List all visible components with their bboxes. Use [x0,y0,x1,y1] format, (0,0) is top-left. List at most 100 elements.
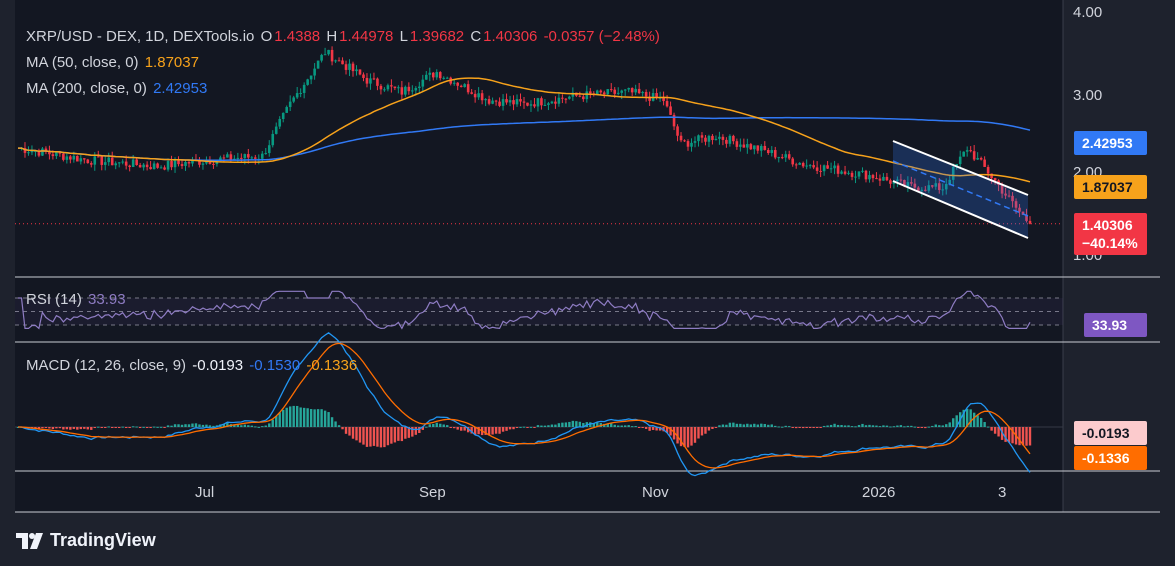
candle-body [990,173,993,179]
macd-histogram-bar [124,427,128,428]
candle-body [379,85,383,90]
candle-body [96,156,100,158]
macd-histogram-bar [526,427,529,428]
macd-histogram-bar [976,415,979,427]
macd-histogram-bar [864,425,868,427]
macd-histogram-bar [466,427,470,433]
candle-body [487,99,491,104]
candle-body [166,161,170,170]
macd-histogram-bar [330,417,334,427]
macd-histogram-bar [952,418,955,427]
candle-body [857,171,861,177]
candle-body [1025,214,1028,221]
candle-body [226,154,229,158]
macd-histogram-bar [205,424,208,427]
macd-histogram-bar [411,427,414,437]
macd-histogram-bar [906,425,910,427]
macd-histogram-bar [760,423,763,427]
candle-body [1011,195,1014,202]
candle-body [882,176,885,181]
candle-body [969,150,972,152]
candle-body [899,179,903,181]
macd-histogram-bar [477,427,480,435]
candle-body [878,178,882,181]
candle-body [836,165,840,174]
candle-body [557,97,561,104]
candle-body [721,136,725,140]
candle-body [229,154,233,161]
candle-body [358,69,362,75]
symbol-legend: XRP/USD - DEX, 1D, DEXTools.io O 1.4388 H… [26,28,662,45]
macd-histogram-bar [945,424,948,427]
rsi-legend: RSI (14) 33.93 [26,291,128,308]
candle-body [568,96,571,99]
macd-histogram-bar [69,427,72,430]
candle-body [561,97,564,99]
macd-histogram-bar [55,427,58,429]
macd-histogram-bar [222,423,226,427]
candle-body [822,165,826,172]
tradingview-logo[interactable]: TradingView [16,530,156,551]
candle-body [571,92,575,97]
rsi-label: RSI (14) [26,291,82,308]
candle-body [686,141,690,147]
candle-body [871,175,875,179]
y-tick-3: 3.00 [1073,87,1103,104]
candle-body [163,167,166,170]
macd-histogram-bar [676,427,679,444]
macd-histogram-bar [48,427,51,429]
macd-histogram-bar [320,409,323,427]
candle-body [170,161,173,168]
candle-body [250,157,254,159]
macd-histogram-bar [756,424,760,427]
candle-body [934,183,938,187]
x-tick-nov: Nov [642,484,669,501]
macd-histogram-bar [86,427,89,430]
macd-histogram-bar [404,427,407,439]
macd-histogram-bar [714,427,718,428]
macd-histogram-bar [191,423,194,427]
macd-histogram-bar [505,427,508,431]
macd-histogram-bar [561,422,564,427]
candle-body [55,151,58,157]
macd-histogram-bar [711,427,714,429]
candle-body [707,135,711,142]
macd-histogram-bar [58,427,62,429]
candle-body [683,140,686,142]
macd-histogram-bar [781,426,784,428]
macd-histogram-bar [536,425,540,427]
candle-body [641,92,644,94]
candle-body [93,156,97,165]
candle-body [655,93,658,98]
macd-histogram-bar [1011,427,1014,444]
candle-body [780,157,784,159]
candle-body [302,84,306,93]
macd-histogram-bar [568,421,571,427]
candle-body [672,114,676,127]
candle-body [424,74,428,80]
candle-body [152,163,156,170]
candle-body [180,164,184,166]
macd-histogram-bar [704,427,707,434]
candle-body [993,178,997,181]
candle-body [972,151,976,160]
candle-body [438,72,442,79]
candle-body [536,98,540,107]
candle-body [913,183,917,188]
macd-histogram-bar [372,427,376,446]
macd-histogram-bar [334,421,337,427]
macd-histogram-bar [610,423,613,427]
candle-body [334,60,337,62]
macd-histogram-bar [446,425,449,427]
x-tick-2026: 2026 [862,484,896,501]
macd-histogram-bar [924,427,927,429]
candle-body [288,101,292,108]
candle-body [110,157,114,166]
macd-histogram-bar [233,424,236,427]
symbol-title: XRP/USD - DEX, 1D, DEXTools.io [26,28,255,45]
macd-histogram-bar [79,427,83,430]
candle-body [784,154,788,158]
macd-histogram-bar [836,424,840,427]
candle-body [400,87,404,95]
